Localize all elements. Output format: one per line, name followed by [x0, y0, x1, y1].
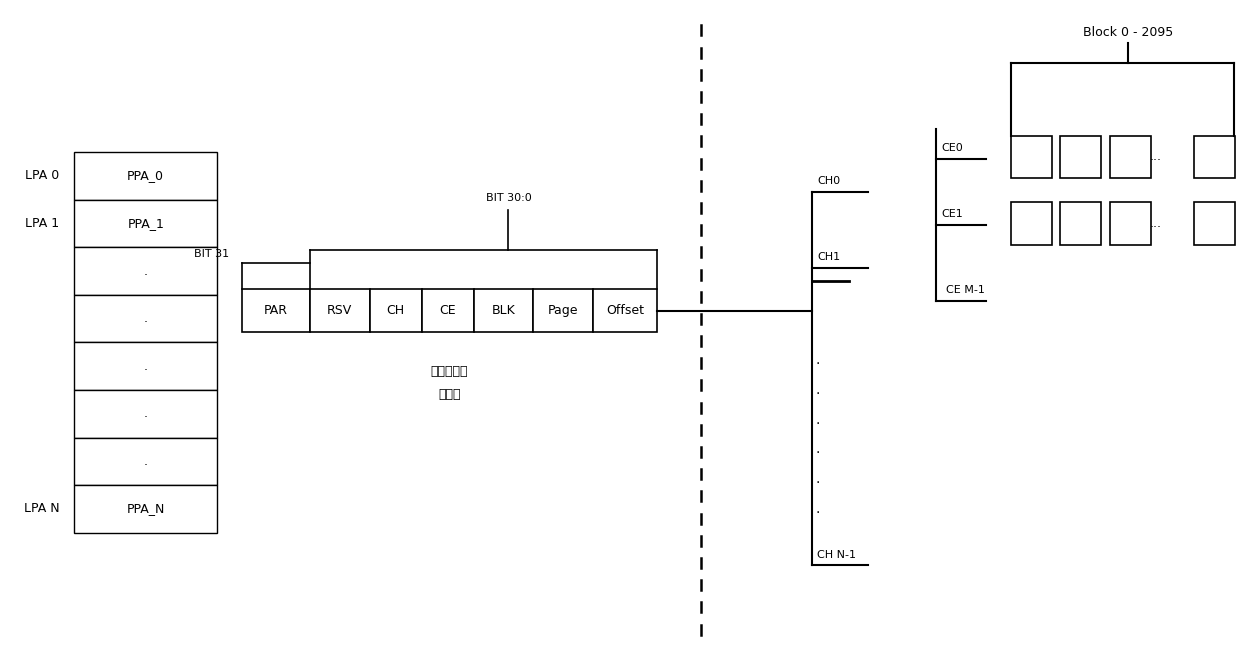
Text: LPA 0: LPA 0 [25, 169, 60, 182]
Text: .: . [144, 264, 148, 278]
Bar [74, 295, 217, 342]
Text: RSV: RSV [327, 304, 352, 317]
Bar [370, 290, 422, 332]
Bar [1194, 202, 1235, 245]
Text: .: . [144, 360, 148, 373]
Text: CH1: CH1 [817, 253, 841, 262]
Bar [74, 247, 217, 295]
Text: Block 0 - 2095: Block 0 - 2095 [1084, 26, 1173, 40]
Text: PPA_0: PPA_0 [128, 169, 164, 182]
Bar [242, 290, 310, 332]
Bar [474, 290, 533, 332]
Text: CE: CE [439, 304, 456, 317]
Text: CE1: CE1 [941, 210, 963, 219]
Text: .: . [816, 383, 821, 397]
Text: ...: ... [1149, 217, 1162, 229]
Bar [1011, 136, 1052, 178]
Text: PPA_N: PPA_N [126, 502, 165, 516]
Text: Offset: Offset [606, 304, 644, 317]
Bar [1110, 136, 1151, 178]
Text: .: . [144, 312, 148, 325]
Bar [1060, 136, 1101, 178]
Text: .: . [816, 353, 821, 368]
Text: CE M-1: CE M-1 [946, 286, 985, 295]
Text: BIT 30:0: BIT 30:0 [486, 193, 531, 203]
Text: LPA N: LPA N [24, 502, 60, 516]
Bar [533, 290, 593, 332]
Bar [74, 485, 217, 533]
Text: 段分配: 段分配 [438, 389, 461, 401]
Bar [1110, 202, 1151, 245]
Text: Page: Page [548, 304, 578, 317]
Text: ...: ... [1149, 151, 1162, 163]
Bar [593, 290, 657, 332]
Bar [74, 438, 217, 485]
Text: .: . [144, 455, 148, 468]
Bar [422, 290, 474, 332]
Text: .: . [144, 407, 148, 420]
Bar [1194, 136, 1235, 178]
Text: CH: CH [387, 304, 404, 317]
Text: .: . [816, 502, 821, 516]
Text: BIT 31: BIT 31 [195, 249, 229, 259]
Text: CH0: CH0 [817, 176, 841, 186]
Text: .: . [816, 472, 821, 486]
Text: LPA 1: LPA 1 [25, 217, 60, 230]
Bar [74, 390, 217, 438]
Bar [310, 290, 370, 332]
Bar [1011, 202, 1052, 245]
Bar [74, 200, 217, 247]
Bar [1060, 202, 1101, 245]
Text: PAR: PAR [264, 304, 288, 317]
Text: PPA_1: PPA_1 [128, 217, 164, 230]
Text: 映射表项字: 映射表项字 [430, 366, 469, 378]
Bar [74, 152, 217, 200]
Text: CH N-1: CH N-1 [817, 550, 856, 560]
Text: .: . [816, 412, 821, 427]
Bar [74, 342, 217, 390]
Text: CE0: CE0 [941, 143, 963, 153]
Text: BLK: BLK [491, 304, 516, 317]
Text: .: . [816, 442, 821, 457]
